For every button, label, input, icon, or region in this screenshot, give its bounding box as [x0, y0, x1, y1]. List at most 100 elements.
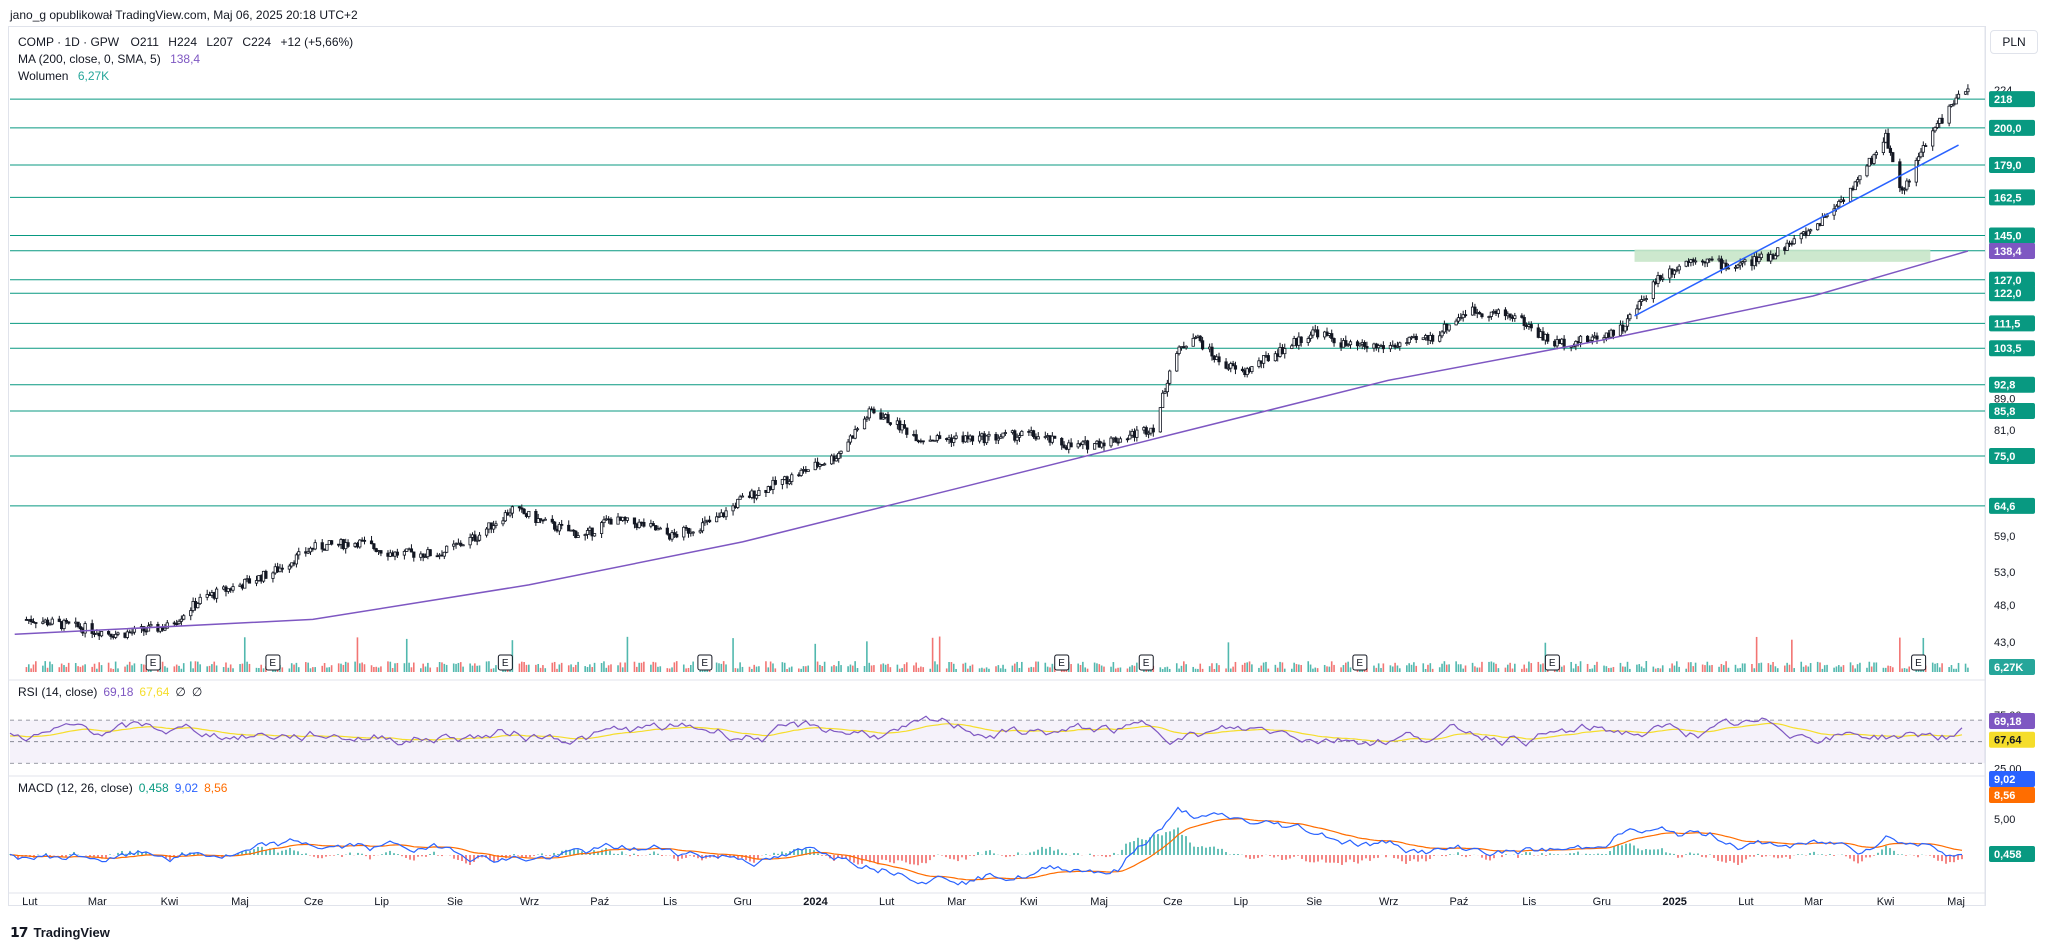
macd-legend-label: MACD (12, 26, close) — [18, 781, 133, 795]
volume-bar — [938, 636, 941, 672]
volume-bar — [1931, 662, 1934, 672]
volume-bar — [1457, 664, 1460, 672]
level-price-label-bg — [1989, 340, 2035, 357]
macd-histogram-bar — [313, 855, 315, 857]
macd-histogram-bar — [145, 851, 147, 855]
candle-body — [1684, 260, 1688, 267]
candle-body — [362, 539, 367, 542]
volume-bar — [1807, 666, 1810, 672]
candle-body — [1299, 336, 1303, 343]
candle-body — [1637, 301, 1641, 310]
volume-bar — [1948, 667, 1950, 672]
macd-histogram-bar — [1349, 855, 1351, 860]
level-price-label-bg — [1989, 227, 2035, 244]
volume-bar — [60, 663, 63, 672]
volume-bar — [1802, 666, 1805, 672]
volume-bar — [1593, 664, 1596, 672]
macd-histogram-bar — [797, 848, 799, 855]
volume-bar — [1241, 664, 1244, 672]
rsi-legend: RSI (14, close) 69,18 67,64 ∅ ∅ — [18, 685, 208, 699]
macd-histogram-bar — [1577, 851, 1579, 855]
macd-histogram-bar — [1881, 849, 1883, 855]
volume-bar — [1013, 663, 1016, 672]
volume-bar — [1471, 662, 1474, 672]
macd-histogram-bar — [1761, 855, 1763, 857]
volume-bar — [528, 664, 530, 672]
macd-histogram-bar — [1865, 855, 1867, 858]
macd-histogram-bar — [1613, 845, 1615, 855]
macd-histogram-bar — [1025, 854, 1027, 855]
volume-bar — [189, 661, 192, 672]
time-axis-tick: 2025 — [1662, 896, 1686, 908]
candle-body — [1081, 441, 1085, 445]
macd-line — [9, 806, 1963, 886]
main-legend: COMP · 1D · GPW O211 H224 L207 C224 +12 … — [18, 34, 353, 85]
volume-bar — [1852, 665, 1854, 672]
macd-histogram-bar — [1677, 855, 1679, 858]
volume-bar — [624, 662, 626, 672]
level-price-label-bg — [1989, 271, 2035, 288]
volume-bar — [1464, 665, 1467, 672]
volume-bar — [1316, 668, 1319, 672]
volume-bar — [1492, 662, 1495, 672]
volume-bar — [682, 664, 685, 672]
volume-bar — [1734, 664, 1737, 672]
macd-histogram-bar — [409, 855, 411, 860]
candle-body — [1907, 180, 1911, 183]
volume-bar — [964, 662, 967, 672]
time-axis-tick: Gru — [733, 896, 751, 908]
candle-body — [1743, 259, 1747, 263]
candle-body — [1886, 132, 1890, 149]
volume-bar — [1711, 664, 1713, 672]
macd-histogram-bar — [1185, 836, 1187, 855]
volume-bar — [370, 665, 373, 672]
candle-body — [1677, 265, 1681, 271]
candle-body — [442, 551, 446, 557]
macd-histogram-bar — [1013, 855, 1015, 857]
earnings-marker-label: E — [1915, 658, 1922, 669]
symbol-line[interactable]: COMP · 1D · GPW — [18, 35, 120, 49]
macd-histogram-bar — [1825, 855, 1827, 856]
macd-histogram-bar — [1093, 855, 1095, 857]
volume-bar — [1344, 662, 1347, 672]
volume-bar — [882, 663, 885, 672]
macd-histogram-bar — [1205, 847, 1207, 855]
macd-histogram-bar — [1053, 850, 1055, 855]
rsi-line — [9, 715, 1963, 747]
macd-histogram-bar — [357, 852, 359, 855]
volume-bar — [394, 663, 396, 672]
macd-histogram-bar — [1217, 848, 1219, 855]
time-axis-tick: Lut — [879, 896, 894, 908]
macd-histogram-bar — [1877, 852, 1879, 855]
macd-histogram-bar — [961, 855, 963, 858]
time-axis-tick: Mar — [88, 896, 107, 908]
macd-histogram-bar — [1417, 855, 1419, 862]
candle-body — [1546, 333, 1550, 342]
volume-bar — [354, 661, 356, 672]
candle-body — [752, 490, 756, 499]
currency-button[interactable]: PLN — [1990, 30, 2038, 54]
candle-body — [602, 519, 606, 524]
candle-body — [247, 578, 252, 584]
candle-body — [1015, 436, 1019, 441]
macd-histogram-bar — [509, 855, 511, 857]
macd-histogram-bar — [513, 854, 515, 855]
volume-bar — [441, 662, 443, 672]
ma-legend-row[interactable]: MA (200, close, 0, SMA, 5) 138,4 — [18, 51, 353, 68]
volume-bar — [1570, 661, 1572, 672]
candle-body — [1085, 440, 1090, 450]
volume-bar — [1281, 662, 1284, 672]
candle-body — [1628, 314, 1632, 320]
candle-body — [954, 435, 958, 439]
volume-bar — [1856, 664, 1859, 672]
time-axis-tick: Kwi — [1877, 896, 1895, 908]
tradingview-brand[interactable]: 𝟭𝟳 TradingView — [10, 924, 110, 941]
volume-bar — [833, 664, 835, 672]
candle-body — [637, 521, 641, 528]
rsi-ma-legend-value: 67,64 — [139, 685, 170, 699]
macd-histogram-bar — [245, 850, 247, 855]
macd-histogram-bar — [1753, 855, 1755, 857]
volume-bar — [67, 662, 70, 672]
volume-legend-row[interactable]: Wolumen 6,27K — [18, 68, 353, 85]
